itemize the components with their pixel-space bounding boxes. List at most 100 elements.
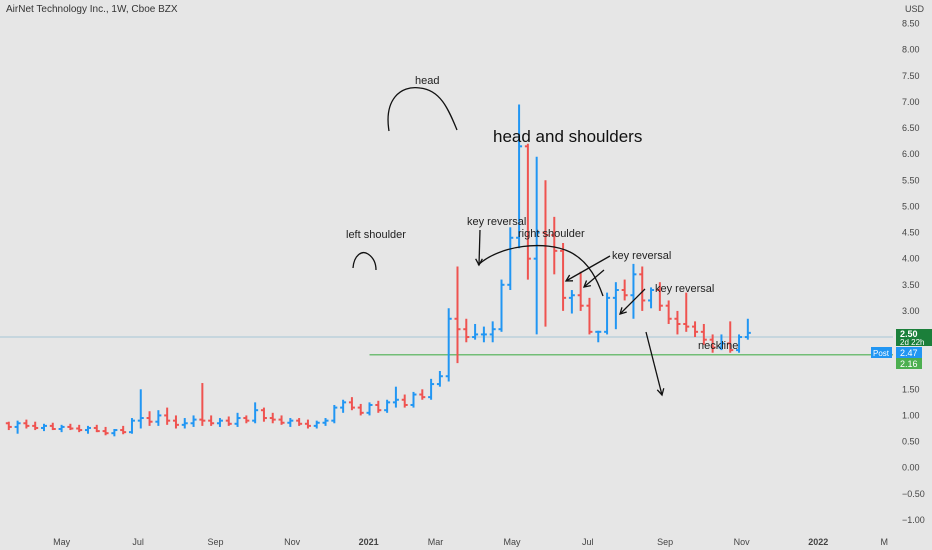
ohlc-bar	[208, 415, 215, 426]
ohlc-bar	[172, 415, 179, 429]
ohlc-bar	[340, 399, 347, 413]
ohlc-bar	[23, 419, 30, 429]
x-tick-label: M	[880, 537, 888, 547]
ohlc-bar	[190, 415, 197, 427]
ohlc-bar	[76, 424, 83, 433]
arrowhead-key-reversal-3	[619, 307, 627, 315]
ohlc-bar	[14, 420, 21, 434]
reference-lines	[0, 336, 893, 356]
ohlc-bar	[736, 334, 743, 353]
arrow-key-reversal-2	[583, 269, 605, 288]
ohlc-bar	[181, 418, 188, 429]
x-tick-label: 2022	[808, 537, 828, 547]
ohlc-bar	[568, 290, 575, 314]
ohlc-bar	[322, 418, 329, 426]
drawings-layer	[352, 87, 665, 397]
ohlc-bar	[137, 389, 144, 429]
ohlc-bar	[674, 310, 681, 335]
y-tick-label: 8.50	[902, 19, 920, 29]
y-tick-label: 1.50	[902, 384, 920, 394]
ohlc-bar	[639, 266, 646, 311]
y-tick-label: 7.00	[902, 97, 920, 107]
ohlc-bar	[648, 287, 655, 309]
price-label-last-value: 2.50	[900, 329, 918, 339]
ohlc-bar	[111, 429, 118, 437]
x-tick-label: Nov	[284, 537, 301, 547]
ohlc-bar	[296, 418, 303, 426]
y-tick-label: 3.00	[902, 306, 920, 316]
arrow-right-shoulder	[565, 255, 611, 282]
ohlc-bar	[5, 421, 12, 431]
y-tick-label: 5.00	[902, 201, 920, 211]
ohlc-bar	[718, 334, 725, 351]
ohlc-bar	[234, 412, 241, 427]
x-tick-label: Sep	[208, 537, 224, 547]
y-tick-label: 1.00	[902, 410, 920, 420]
ohlc-bar	[709, 334, 716, 353]
y-tick-label: 5.50	[902, 175, 920, 185]
ohlc-bar	[621, 279, 628, 301]
y-tick-label: 7.50	[902, 71, 920, 81]
ohlc-bar	[498, 279, 505, 332]
ohlc-bar	[102, 426, 109, 436]
x-tick-label: May	[504, 537, 522, 547]
ohlc-bar	[120, 425, 127, 435]
ohlc-bar	[577, 271, 584, 311]
ohlc-bar	[560, 242, 567, 311]
ohlc-bar	[384, 399, 391, 413]
y-tick-label: −0.50	[902, 489, 925, 499]
y-tick-label: 8.00	[902, 45, 920, 55]
ohlc-bar	[454, 266, 461, 364]
axes-layer: −1.00−0.500.000.501.001.502.002.503.003.…	[53, 19, 925, 547]
ohlc-bar	[436, 371, 443, 387]
ohlc-bar	[243, 415, 250, 424]
price-label-neckline-value: 2.16	[900, 359, 918, 369]
ohlc-bar	[225, 416, 232, 426]
y-tick-label: 6.50	[902, 123, 920, 133]
ohlc-bar	[551, 216, 558, 275]
ohlc-bar	[463, 318, 470, 343]
arrowhead-right-shoulder	[564, 274, 574, 282]
annotation-key-reversal-2: key reversal	[612, 250, 671, 262]
ohlc-bar	[348, 397, 355, 411]
x-tick-label: Sep	[657, 537, 673, 547]
ohlc-bar	[665, 300, 672, 324]
ohlc-bar	[630, 263, 637, 319]
ohlc-bar	[692, 321, 699, 338]
x-tick-label: Mar	[428, 537, 444, 547]
ohlc-bar	[216, 418, 223, 427]
arrowhead-key-reversal-2	[582, 280, 591, 288]
y-tick-label: −1.00	[902, 515, 925, 525]
ohlc-bar	[128, 418, 135, 434]
ohlc-bar	[260, 407, 267, 422]
ohlc-bar	[278, 415, 285, 425]
ohlc-bar	[287, 418, 294, 427]
arrow-key-reversal-1	[478, 229, 481, 266]
ohlc-bar	[656, 282, 663, 311]
ohlc-bar	[410, 391, 417, 408]
ohlc-bar	[199, 383, 206, 426]
right-shoulder-arc	[477, 244, 604, 297]
ohlc-bar	[269, 412, 276, 424]
ohlc-bar	[700, 323, 707, 345]
y-tick-label: 0.50	[902, 437, 920, 447]
ohlc-bar	[357, 403, 364, 416]
price-label-post: Post 2.47	[871, 347, 922, 358]
annotation-key-reversal-3: key reversal	[655, 283, 714, 295]
ohlc-bar	[586, 297, 593, 335]
ohlc-bar	[524, 143, 531, 280]
x-tick-label: Nov	[734, 537, 751, 547]
left-shoulder-arc	[352, 252, 377, 271]
ohlc-bar	[40, 423, 47, 432]
price-label-last: 2.50 2d 22h	[896, 329, 932, 347]
ohlc-bar	[375, 400, 382, 413]
ohlc-bar	[331, 404, 338, 424]
ohlc-bar	[252, 402, 259, 424]
annotation-neckline: neckline	[698, 340, 738, 352]
arrowhead-breakdown	[656, 388, 665, 397]
x-tick-label: May	[53, 537, 71, 547]
ohlc-bar	[313, 420, 320, 429]
ohlc-bar	[49, 422, 56, 431]
